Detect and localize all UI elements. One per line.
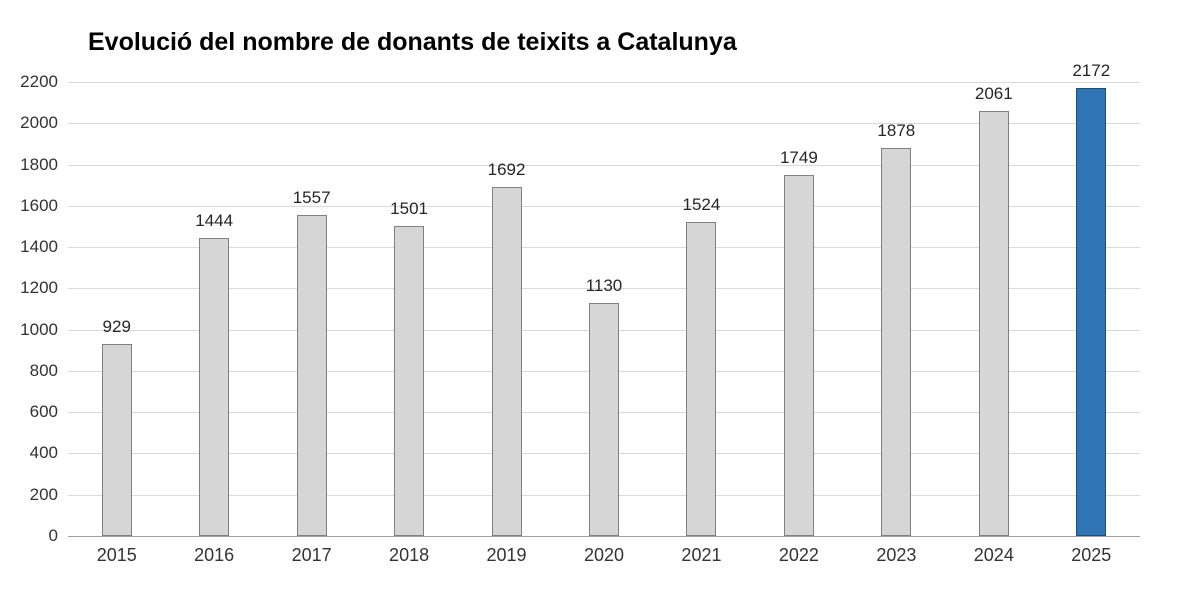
gridline [68, 205, 1140, 207]
bar-value-label: 929 [102, 317, 131, 337]
x-tick-label: 2022 [778, 545, 819, 565]
bar-2017 [296, 214, 327, 536]
bar-2024 [978, 110, 1009, 536]
bar-value-label: 1501 [390, 199, 428, 219]
x-tick-label: 2019 [486, 545, 527, 565]
y-tick-label: 800 [29, 360, 58, 380]
bar-value-label: 2172 [1072, 60, 1111, 80]
bar-slot: 1692 [458, 82, 555, 536]
bar-2021 [686, 221, 717, 536]
bar-2022 [783, 175, 814, 536]
gridline [68, 123, 1140, 125]
gridline [68, 247, 1140, 249]
x-tick-label: 2024 [973, 545, 1014, 565]
y-tick-label: 0 [48, 526, 58, 545]
x-tick-label: 2015 [96, 545, 137, 565]
bar-slot: 1501 [360, 82, 457, 536]
x-axis-line [68, 536, 1140, 537]
y-tick-label: 1000 [20, 319, 58, 339]
y-tick-label: 400 [29, 443, 58, 463]
x-tick-label: 2017 [291, 545, 332, 565]
bar-value-label: 1444 [195, 211, 234, 231]
bar-value-label: 1557 [292, 187, 331, 207]
bar-slot: 1878 [848, 82, 945, 536]
bar-2023 [881, 148, 912, 536]
bar-2020 [588, 302, 619, 536]
bar-2025 [1076, 87, 1107, 536]
bar-2016 [199, 238, 230, 536]
bar-2015 [101, 344, 132, 536]
bar-slot: 1444 [165, 82, 262, 536]
bar-value-label: 2061 [974, 83, 1013, 103]
bar-slot: 1130 [555, 82, 652, 536]
y-tick-label: 600 [29, 402, 58, 422]
y-tick-label: 1400 [20, 237, 58, 257]
x-tick-label: 2016 [194, 545, 235, 565]
y-tick-label: 2200 [20, 72, 58, 91]
bar-slot: 1524 [653, 82, 750, 536]
gridline [68, 82, 1140, 83]
bar-value-label: 1692 [487, 159, 526, 179]
gridline [68, 164, 1140, 166]
bar-slot: 2172 [1043, 61, 1140, 536]
x-tick-label: 2018 [389, 545, 430, 565]
plot-area: 929 1444 1557 1501 1692 1130 1524 1749 1878 2061 2… [68, 61, 1140, 537]
bar-value-label: 1130 [585, 275, 623, 295]
bar-slot: 2061 [945, 82, 1042, 536]
x-tick-label: 2023 [876, 545, 917, 565]
gridline [68, 288, 1140, 290]
bar-value-label: 1749 [779, 148, 818, 168]
x-tick-label: 2021 [681, 545, 722, 565]
y-tick-label: 2000 [20, 113, 58, 133]
bar-2019 [491, 186, 522, 536]
bar-slot: 929 [68, 82, 165, 536]
chart-title: Evolució del nombre de donants de teixit… [88, 28, 737, 56]
y-tick-label: 1200 [20, 278, 58, 298]
y-tick-label: 1600 [20, 195, 58, 215]
bar-2018 [394, 226, 425, 536]
y-tick-label: 200 [29, 484, 58, 504]
y-tick-label: 1800 [20, 154, 58, 174]
bar-value-label: 1878 [877, 121, 916, 141]
bar-slot: 1749 [750, 82, 847, 536]
bar-value-label: 1524 [682, 194, 721, 214]
bar-slot: 1557 [263, 82, 360, 536]
x-tick-label: 2025 [1071, 545, 1112, 565]
x-tick-label: 2020 [583, 545, 625, 565]
